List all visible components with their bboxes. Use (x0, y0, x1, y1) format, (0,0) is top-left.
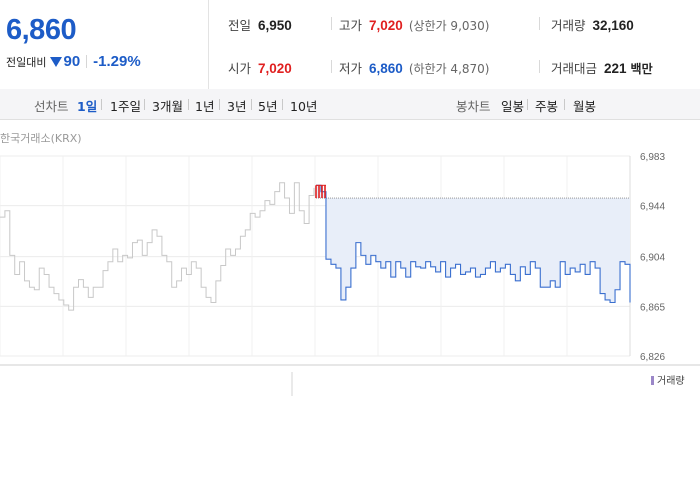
change-rate: -1.29% (93, 53, 141, 70)
divider (188, 99, 189, 110)
high-label: 고가 (339, 18, 363, 33)
data-source-label: 한국거래소(KRX) (0, 132, 82, 145)
current-price-box: 6,860 전일대비 90 -1.29% (0, 0, 209, 89)
tab-1year[interactable]: 1년 (195, 99, 215, 114)
down-triangle-icon (50, 57, 63, 67)
candle-chart-title: 봉차트 (456, 99, 491, 114)
open-label: 시가 (228, 61, 252, 76)
low-price: 저가 6,860 (하한가 4,870) (339, 58, 489, 77)
change-amount: 90 (63, 53, 81, 70)
volume-legend: 거래량 (651, 372, 685, 387)
lower-limit: (하한가 4,870) (408, 62, 490, 76)
divider (282, 99, 283, 110)
divider (539, 60, 540, 73)
low-value: 6,860 (369, 61, 403, 76)
divider (86, 55, 88, 68)
turnover: 거래대금 221 백만 (551, 58, 653, 77)
divider (219, 99, 220, 110)
volume-label: 거래량 (551, 18, 586, 33)
change-row: 전일대비 90 -1.29% (6, 53, 141, 70)
divider (564, 99, 565, 110)
divider (251, 99, 252, 110)
price-chart: 6,983 6,944 6,904 6,865 6,826 (0, 152, 700, 396)
y-tick-label: 6,983 (640, 152, 665, 163)
volume: 거래량 32,160 (551, 15, 634, 34)
tab-3months[interactable]: 3개월 (152, 99, 183, 114)
open-price: 시가 7,020 (228, 58, 292, 77)
low-label: 저가 (339, 61, 363, 76)
volume-legend-label: 거래량 (657, 376, 685, 387)
tab-1week[interactable]: 1주일 (110, 99, 141, 114)
tab-weekly-candle[interactable]: 주봉 (535, 99, 559, 114)
divider (331, 17, 332, 30)
change-label: 전일대비 (6, 56, 47, 69)
turnover-unit: 백만 (630, 62, 653, 76)
tab-10years[interactable]: 10년 (290, 99, 318, 114)
quote-panel: 6,860 전일대비 90 -1.29% 전일 6,950 고가 7,020 (상한가 9… (0, 0, 700, 90)
today-line (316, 184, 631, 304)
tab-daily-candle[interactable]: 일봉 (501, 99, 525, 114)
y-tick-label: 6,944 (640, 202, 665, 213)
prev-close: 전일 6,950 (228, 15, 292, 34)
prev-close-value: 6,950 (258, 18, 292, 33)
upper-limit: (상한가 9,030) (408, 19, 490, 33)
tab-1day[interactable]: 1일 (77, 99, 98, 114)
volume-value: 32,160 (592, 18, 634, 33)
prev-close-label: 전일 (228, 18, 252, 33)
volume-legend-marker (651, 376, 654, 385)
period-tab-bar: 선차트 1일 1주일 3개월 1년 3년 5년 10년 봉차트 일봉 주봉 월봉 (0, 89, 700, 120)
tab-3years[interactable]: 3년 (227, 99, 247, 114)
divider (539, 17, 540, 30)
tab-5years[interactable]: 5년 (258, 99, 278, 114)
turnover-value: 221 (604, 61, 627, 76)
today-fill-area (316, 185, 630, 303)
previous-day-line (0, 182, 315, 311)
line-chart-title: 선차트 (34, 99, 69, 114)
divider (331, 60, 332, 73)
open-value: 7,020 (258, 61, 292, 76)
high-price: 고가 7,020 (상한가 9,030) (339, 15, 489, 34)
divider (101, 99, 102, 110)
turnover-label: 거래대금 (551, 61, 598, 76)
divider (144, 99, 145, 110)
y-tick-label: 6,904 (640, 253, 665, 264)
current-price: 6,860 (6, 14, 77, 46)
y-tick-label: 6,865 (640, 302, 665, 313)
high-value: 7,020 (369, 18, 403, 33)
divider (527, 99, 528, 110)
y-tick-label: 6,826 (640, 352, 665, 363)
tab-monthly-candle[interactable]: 월봉 (573, 99, 597, 114)
